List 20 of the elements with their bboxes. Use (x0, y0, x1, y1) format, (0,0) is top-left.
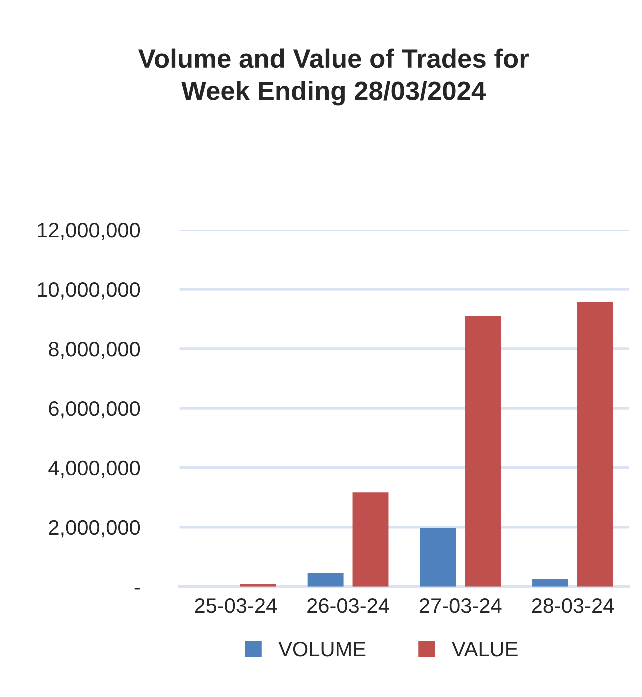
y-tick-label: 10,000,000 (38, 282, 140, 300)
legend-label: VALUE (452, 642, 518, 657)
y-tick-label: 12,000,000 (38, 223, 140, 240)
y-tick-label: 8,000,000 (49, 342, 140, 360)
bar (352, 492, 389, 587)
x-tick-label: 27-03-24 (420, 598, 502, 614)
y-tick-label: 6,000,000 (49, 401, 140, 419)
x-tick-label: 28-03-24 (532, 598, 614, 614)
chart-title: Volume and Value of Trades for Week Ending 28/03/2024 (138, 48, 529, 106)
bar (308, 573, 344, 587)
bar (420, 528, 456, 587)
bar (577, 302, 614, 587)
bar (465, 316, 502, 587)
legend-label: VOLUME (278, 642, 366, 657)
x-tick-label: 26-03-24 (308, 598, 390, 614)
y-tick-label: 4,000,000 (48, 460, 140, 478)
y-tick-label: - (134, 588, 140, 590)
bar (532, 579, 568, 587)
x-tick-label: 25-03-24 (195, 598, 278, 614)
y-tick-label: 2,000,000 (49, 520, 140, 538)
